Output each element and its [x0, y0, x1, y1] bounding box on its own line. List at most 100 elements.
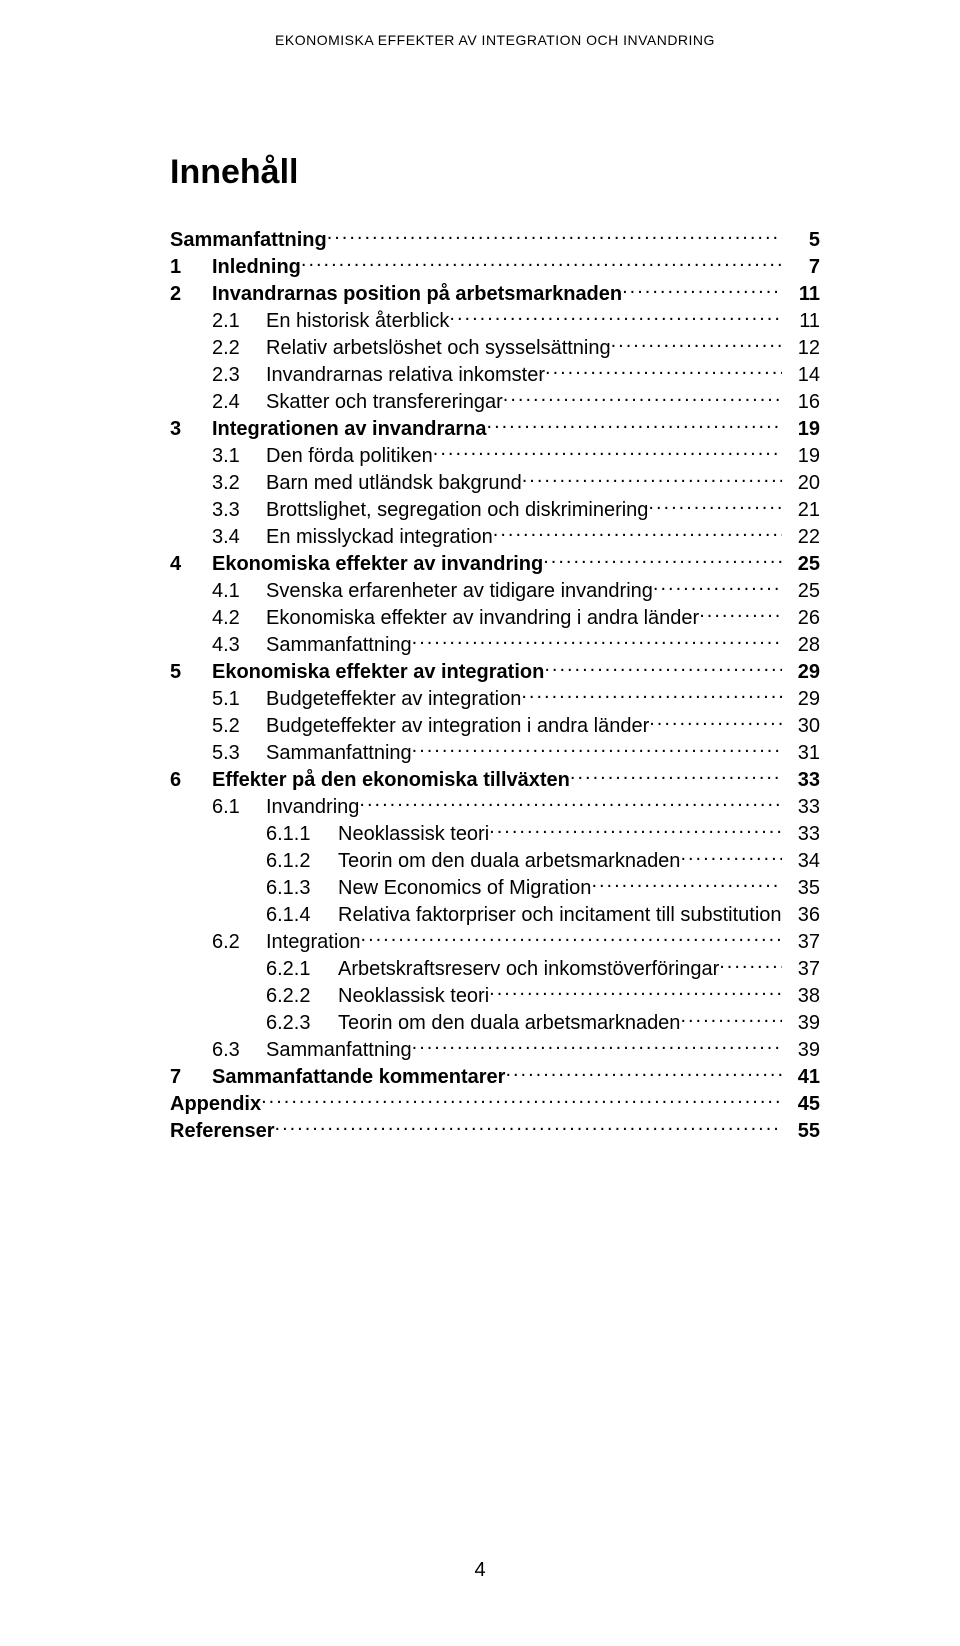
toc-entry-page: 31 [782, 740, 820, 766]
toc-entry-label: Den förda politiken [266, 443, 433, 469]
toc-entry-number: 2 [170, 281, 212, 307]
toc-entry-page: 36 [782, 902, 820, 928]
toc-leader-dots [505, 1063, 782, 1083]
toc-leader-dots [591, 874, 782, 894]
toc-entry-number: 6.2.2 [266, 983, 338, 1009]
toc-entry-number: 6.1.1 [266, 821, 338, 847]
toc-entry-page: 39 [782, 1037, 820, 1063]
toc-entry-label: Referenser [170, 1118, 275, 1144]
toc-entry-page: 39 [782, 1010, 820, 1036]
toc-entry: 6.2Integration37 [170, 928, 820, 955]
toc-entry: 5.2Budgeteffekter av integration i andra… [170, 712, 820, 739]
page-number: 4 [0, 1559, 960, 1582]
toc-entry: 5.3Sammanfattning 31 [170, 739, 820, 766]
toc-entry-label: Sammanfattning [266, 740, 412, 766]
toc-entry-label: Sammanfattning [266, 1037, 412, 1063]
toc-entry: 6Effekter på den ekonomiska tillväxten33 [170, 766, 820, 793]
toc-leader-dots [487, 415, 782, 435]
toc-entry-label: En misslyckad integration [266, 524, 493, 550]
toc-entry-page: 20 [782, 470, 820, 496]
toc-leader-dots [570, 766, 782, 786]
toc-entry: 6.2.2Neoklassisk teori 38 [170, 982, 820, 1009]
toc-entry-label: Appendix [170, 1091, 261, 1117]
toc-entry: 2.3Invandrarnas relativa inkomster14 [170, 361, 820, 388]
toc-entry-label: Brottslighet, segregation och diskrimine… [266, 497, 648, 523]
toc-entry-label: Arbetskraftsreserv och inkomstöverföring… [338, 956, 719, 982]
toc-entry-number: 4 [170, 551, 212, 577]
toc-entry-number: 7 [170, 1064, 212, 1090]
toc-leader-dots [449, 307, 782, 327]
toc-entry: 4.3Sammanfattning28 [170, 631, 820, 658]
toc-leader-dots [521, 685, 782, 705]
toc-entry-number: 4.1 [212, 578, 266, 604]
toc-entry-number: 3.3 [212, 497, 266, 523]
toc-entry-label: Inledning [212, 254, 301, 280]
toc-entry-number: 5.3 [212, 740, 266, 766]
toc-entry-page: 37 [782, 929, 820, 955]
toc-entry-label: Budgeteffekter av integration i andra lä… [266, 713, 649, 739]
toc-leader-dots [544, 658, 782, 678]
toc-entry-page: 33 [782, 794, 820, 820]
toc-entry: Sammanfattning5 [170, 226, 820, 253]
toc-entry-label: Svenska erfarenheter av tidigare invandr… [266, 578, 653, 604]
toc-leader-dots [680, 1009, 782, 1029]
toc-entry: 4.2Ekonomiska effekter av invandring i a… [170, 604, 820, 631]
toc-entry-page: 11 [782, 281, 820, 307]
toc-entry: 5Ekonomiska effekter av integration29 [170, 658, 820, 685]
toc-leader-dots [359, 793, 782, 813]
toc-entry: 2.1En historisk återblick11 [170, 307, 820, 334]
toc-entry-label: Neoklassisk teori [338, 983, 489, 1009]
toc-leader-dots [489, 982, 782, 1002]
toc-entry-label: New Economics of Migration [338, 875, 591, 901]
toc-entry-page: 41 [782, 1064, 820, 1090]
toc-entry: 7Sammanfattande kommentarer 41 [170, 1063, 820, 1090]
toc-title: Innehåll [170, 153, 820, 192]
toc-entry-page: 16 [782, 389, 820, 415]
toc-leader-dots [433, 442, 782, 462]
toc-leader-dots [522, 469, 782, 489]
toc-entry: 2.4Skatter och transfereringar16 [170, 388, 820, 415]
toc-leader-dots [275, 1117, 782, 1137]
toc-entry-page: 33 [782, 767, 820, 793]
toc-entry-number: 3.1 [212, 443, 266, 469]
toc-entry-label: Teorin om den duala arbetsmarknaden [338, 1010, 680, 1036]
toc-entry: Appendix 45 [170, 1090, 820, 1117]
toc-entry-label: Invandrarnas relativa inkomster [266, 362, 545, 388]
toc-entry-number: 6.3 [212, 1037, 266, 1063]
toc-entry-page: 21 [782, 497, 820, 523]
toc-entry-page: 37 [782, 956, 820, 982]
toc-entry-page: 19 [782, 416, 820, 442]
table-of-contents: Sammanfattning51Inledning72Invandrarnas … [170, 226, 820, 1144]
toc-leader-dots [648, 496, 782, 516]
toc-entry-page: 45 [782, 1091, 820, 1117]
toc-entry-page: 25 [782, 551, 820, 577]
toc-entry-number: 1 [170, 254, 212, 280]
toc-entry: 1Inledning7 [170, 253, 820, 280]
toc-entry-label: Ekonomiska effekter av invandring [212, 551, 543, 577]
toc-entry-number: 3.4 [212, 524, 266, 550]
toc-leader-dots [412, 631, 782, 651]
toc-entry: 3.3Brottslighet, segregation och diskrim… [170, 496, 820, 523]
toc-entry: 2Invandrarnas position på arbetsmarknade… [170, 280, 820, 307]
toc-entry: 3Integrationen av invandrarna 19 [170, 415, 820, 442]
toc-entry-number: 3 [170, 416, 212, 442]
toc-entry-number: 6 [170, 767, 212, 793]
toc-entry-label: Invandrarnas position på arbetsmarknaden [212, 281, 622, 307]
toc-entry-number: 5 [170, 659, 212, 685]
toc-entry-page: 22 [782, 524, 820, 550]
toc-entry-number: 2.3 [212, 362, 266, 388]
toc-entry-label: Skatter och transfereringar [266, 389, 503, 415]
toc-entry: 6.1.4Relativa faktorpriser och incitamen… [170, 901, 820, 928]
toc-leader-dots [545, 361, 782, 381]
toc-leader-dots [261, 1090, 782, 1110]
toc-entry-page: 25 [782, 578, 820, 604]
toc-entry-label: Sammanfattande kommentarer [212, 1064, 505, 1090]
toc-entry-label: Integrationen av invandrarna [212, 416, 487, 442]
toc-entry-page: 11 [782, 308, 820, 334]
toc-entry-label: Ekonomiska effekter av integration [212, 659, 544, 685]
toc-leader-dots [489, 820, 782, 840]
toc-leader-dots [649, 712, 782, 732]
toc-entry: 6.1.3New Economics of Migration35 [170, 874, 820, 901]
toc-entry-number: 6.1 [212, 794, 266, 820]
toc-entry-page: 38 [782, 983, 820, 1009]
